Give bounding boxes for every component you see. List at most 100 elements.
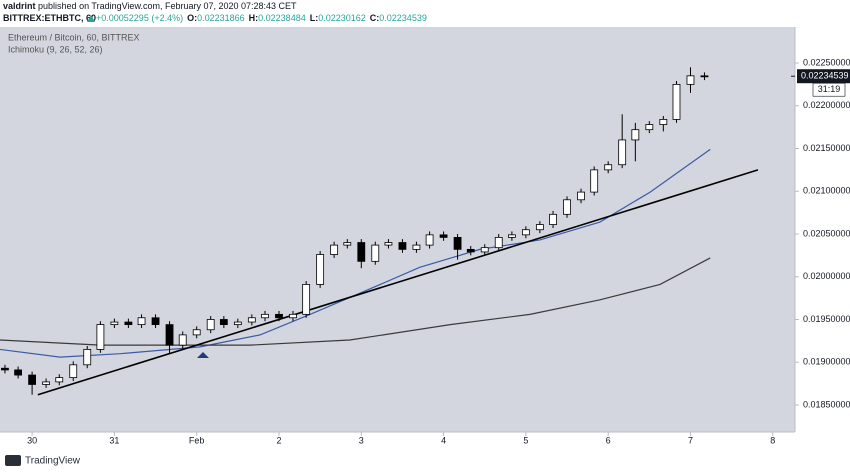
candle-body — [219, 319, 228, 326]
candle-body — [590, 169, 599, 193]
candle-body — [28, 374, 36, 385]
quote-text: BITTREX:ETHBTC, 60+0.00052295 (+2.4%) O:0… — [3, 13, 427, 23]
y-tick-label: 0.01950000 — [803, 314, 850, 324]
candle-body — [302, 284, 311, 315]
brand-name: TradingView — [25, 456, 81, 467]
candle-body — [96, 324, 105, 350]
candle-body — [659, 119, 668, 125]
candle-body — [384, 242, 393, 246]
candle-body — [672, 83, 681, 120]
candle-body — [275, 313, 283, 319]
candle-body — [151, 317, 160, 326]
x-tick-label: 5 — [523, 435, 528, 445]
candle-body — [1, 367, 9, 371]
change: +0.00052295 (+2.4%) — [96, 13, 183, 23]
candle-body — [124, 321, 133, 326]
quote-label: L: — [310, 13, 319, 23]
candle-body — [466, 248, 475, 253]
x-tick-label: 2 — [276, 435, 281, 445]
candle-body — [14, 369, 23, 376]
countdown-box — [812, 82, 846, 97]
x-tick-label: 8 — [770, 435, 775, 445]
candle-body — [577, 191, 585, 201]
candle-body — [55, 377, 64, 383]
x-tick-label: 7 — [688, 435, 693, 445]
candle-body — [563, 199, 571, 215]
y-tick-label: 0.02000000 — [803, 271, 850, 281]
last-price-box — [797, 69, 850, 84]
y-tick-label: 0.01850000 — [803, 399, 850, 409]
x-tick-label: 4 — [441, 435, 446, 445]
quote-value: 0.02230162 — [318, 13, 366, 23]
y-tick-label: 0.02050000 — [803, 228, 850, 238]
quote-value: 0.02238484 — [258, 13, 306, 23]
candle-body — [69, 364, 78, 379]
x-tick-label: Feb — [189, 435, 205, 445]
overlay-line — [37, 169, 759, 396]
candle-body — [330, 244, 339, 255]
brand-icon — [5, 455, 21, 466]
candle-body — [412, 244, 421, 250]
change-arrow — [87, 15, 96, 22]
last-price-label: 0.02234539 — [801, 71, 849, 81]
chart-title: Ethereum / Bitcoin, 60, BITTREX — [8, 32, 140, 42]
candle-body — [137, 317, 146, 326]
candle-body — [316, 254, 325, 285]
candle-body — [494, 237, 503, 249]
candle-body — [110, 321, 119, 326]
candle-body — [549, 213, 557, 225]
candle-body — [165, 324, 174, 346]
brand: TradingView — [5, 455, 81, 467]
indicator-label: Ichimoku (9, 26, 52, 26) — [8, 44, 103, 54]
candle-body — [700, 75, 709, 78]
candle-body — [261, 313, 269, 319]
candle-body — [83, 349, 92, 366]
candle-body — [178, 334, 187, 346]
overlay-line — [0, 257, 711, 346]
candle-body — [521, 229, 530, 236]
candle-body — [480, 247, 489, 253]
signal-marker — [197, 352, 209, 358]
candle-body — [604, 164, 613, 171]
x-tick-label: 30 — [27, 435, 37, 445]
x-tick-label: 31 — [109, 435, 119, 445]
candle-body — [371, 244, 380, 262]
quote-line: BITTREX:ETHBTC, 60+0.00052295 (+2.4%) O:0… — [3, 13, 427, 23]
symbol: BITTREX:ETHBTC, 60 — [3, 13, 96, 23]
candle-body — [398, 242, 407, 250]
y-tick-label: 0.02100000 — [803, 186, 850, 196]
publisher-line: valdrint published on TradingView.com, F… — [3, 1, 297, 11]
y-tick-label: 0.01900000 — [803, 357, 850, 367]
candle-body — [343, 242, 352, 246]
candle-body — [233, 321, 242, 326]
publisher: valdrint — [3, 1, 36, 11]
x-tick-label: 6 — [606, 435, 611, 445]
quote-value: 0.02234539 — [379, 13, 427, 23]
candle-body — [42, 381, 50, 385]
candle-body — [192, 329, 201, 336]
x-tick-label: 3 — [359, 435, 364, 445]
quote-label: O: — [187, 13, 197, 23]
published-text: published on TradingView.com, February 0… — [38, 1, 297, 11]
candle-body — [507, 234, 516, 238]
overlay-line — [0, 148, 711, 358]
candle-body — [425, 234, 434, 246]
quote-value: 0.02231866 — [197, 13, 245, 23]
candle-body — [289, 313, 297, 319]
candle-body — [206, 319, 215, 331]
candle-body — [686, 75, 695, 85]
quote-label: H: — [249, 13, 259, 23]
candle-body — [535, 224, 544, 231]
candle-body — [618, 139, 627, 166]
candle-body — [247, 317, 256, 323]
candle-body — [631, 129, 640, 141]
quote-label: C: — [370, 13, 380, 23]
y-tick-label: 0.02200000 — [803, 100, 850, 110]
y-tick-label: 0.02250000 — [803, 57, 850, 67]
candle-body — [645, 124, 654, 131]
countdown: 31:19 — [818, 84, 841, 94]
y-tick-label: 0.02150000 — [803, 143, 850, 153]
candle-body — [357, 242, 366, 262]
